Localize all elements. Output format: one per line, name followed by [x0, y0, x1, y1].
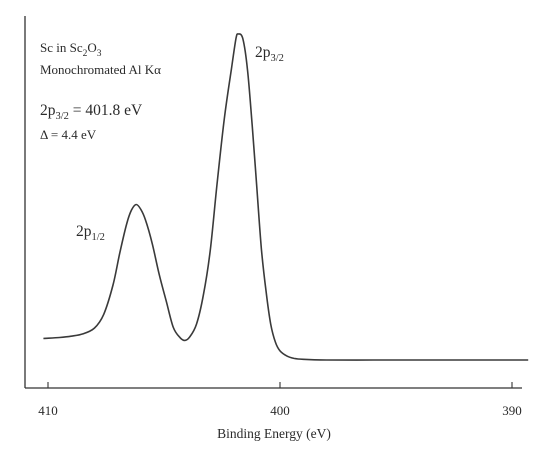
x-tick-labels: 410 400 390	[38, 403, 522, 418]
x-axis-label: Binding Energy (eV)	[217, 426, 331, 441]
x-ticks	[47, 382, 513, 388]
x-tick-label-390: 390	[502, 403, 522, 418]
source-label: Monochromated Al Kα	[40, 62, 161, 77]
x-tick-label-410: 410	[38, 403, 58, 418]
x-tick-label-400: 400	[270, 403, 290, 418]
splitting-label: Δ = 4.4 eV	[40, 127, 97, 142]
peak-label-2p1-2: 2p1/2	[76, 223, 105, 243]
annotations: Sc in Sc2O3 Monochromated Al Kα 2p3/2 = …	[40, 40, 284, 243]
axes	[24, 16, 522, 389]
spectrum-line	[43, 33, 529, 361]
peak-position-label: 2p3/2 = 401.8 eV	[40, 102, 143, 122]
sample-label: Sc in Sc2O3	[40, 40, 102, 59]
peak-label-2p3-2: 2p3/2	[255, 44, 284, 64]
